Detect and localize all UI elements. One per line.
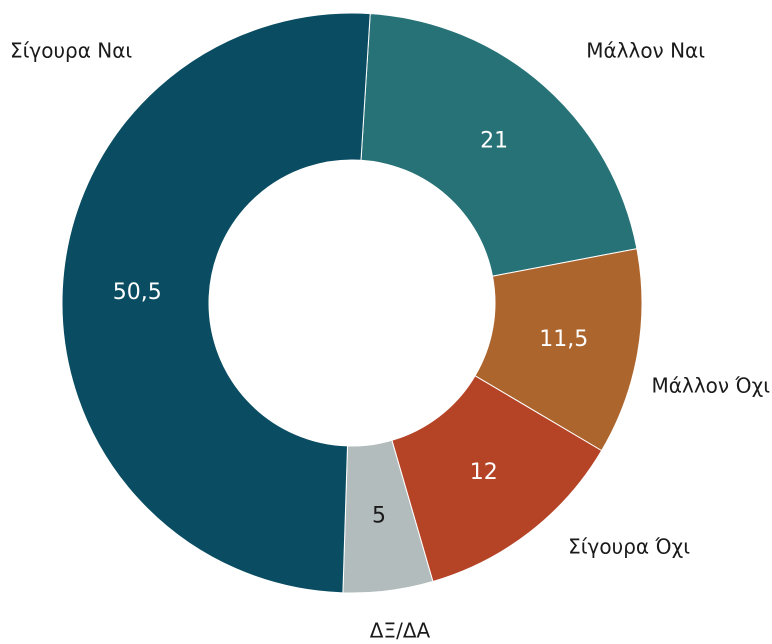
category-label: Σίγουρα Ναι: [10, 39, 132, 63]
value-label: 50,5: [113, 280, 162, 305]
value-label: 12: [470, 460, 498, 485]
category-label: Μάλλον Ναι: [586, 39, 705, 63]
category-label: ΔΞ/ΔΑ: [370, 619, 431, 643]
donut-slice: [391, 375, 603, 583]
value-label: 11,5: [539, 327, 588, 352]
category-label: Σίγουρα Όχι: [568, 535, 690, 559]
value-label: 21: [480, 129, 508, 154]
donut-slice: [61, 12, 371, 594]
value-label: 5: [372, 503, 386, 528]
category-label: Μάλλον Όχι: [652, 374, 771, 398]
donut-slice: [360, 13, 638, 277]
